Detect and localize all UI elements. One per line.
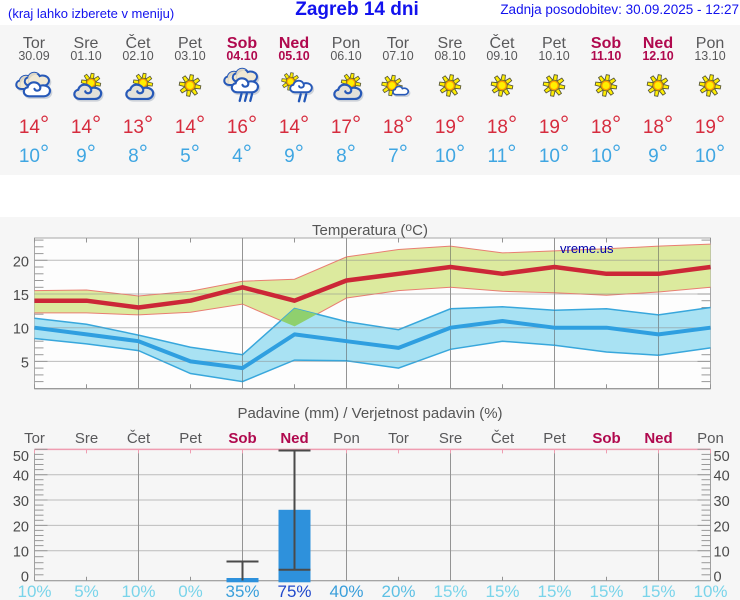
svg-text:Tor: Tor bbox=[24, 430, 45, 447]
svg-text:vreme.us: vreme.us bbox=[560, 241, 614, 256]
svg-text:Padavine (mm) / Verjetnost pad: Padavine (mm) / Verjetnost padavin (%) bbox=[237, 405, 502, 422]
svg-text:75%: 75% bbox=[277, 582, 311, 600]
svg-text:Pet: Pet bbox=[543, 430, 566, 447]
svg-text:15%: 15% bbox=[485, 582, 519, 600]
svg-text:Čet: Čet bbox=[491, 430, 515, 447]
svg-text:Ned: Ned bbox=[644, 430, 672, 447]
svg-text:Temperatura (oC): Temperatura (oC) bbox=[312, 220, 428, 239]
svg-text:15%: 15% bbox=[537, 582, 571, 600]
svg-text:50: 50 bbox=[714, 449, 730, 465]
svg-text:Tor: Tor bbox=[388, 430, 409, 447]
svg-text:Pon: Pon bbox=[333, 430, 360, 447]
svg-text:20: 20 bbox=[13, 254, 29, 270]
svg-text:Pet: Pet bbox=[179, 430, 202, 447]
svg-text:10: 10 bbox=[13, 322, 29, 338]
svg-text:5%: 5% bbox=[74, 582, 99, 600]
svg-text:Ned: Ned bbox=[280, 430, 308, 447]
svg-text:10%: 10% bbox=[693, 582, 727, 600]
svg-text:0: 0 bbox=[714, 569, 722, 585]
svg-text:5: 5 bbox=[21, 355, 29, 371]
svg-text:20%: 20% bbox=[381, 582, 415, 600]
svg-text:40%: 40% bbox=[329, 582, 363, 600]
svg-text:40: 40 bbox=[714, 469, 730, 485]
svg-text:Sob: Sob bbox=[592, 430, 620, 447]
svg-text:30: 30 bbox=[13, 494, 29, 510]
svg-text:10%: 10% bbox=[121, 582, 155, 600]
svg-text:0%: 0% bbox=[178, 582, 203, 600]
svg-text:15%: 15% bbox=[589, 582, 623, 600]
svg-text:20: 20 bbox=[714, 519, 730, 535]
svg-text:10%: 10% bbox=[17, 582, 51, 600]
svg-text:10: 10 bbox=[714, 545, 730, 561]
svg-text:Sre: Sre bbox=[439, 430, 462, 447]
svg-text:Sre: Sre bbox=[75, 430, 98, 447]
svg-text:15%: 15% bbox=[433, 582, 467, 600]
svg-text:20: 20 bbox=[13, 519, 29, 535]
svg-text:40: 40 bbox=[13, 469, 29, 485]
svg-text:15%: 15% bbox=[641, 582, 675, 600]
svg-text:Čet: Čet bbox=[127, 430, 151, 447]
svg-text:50: 50 bbox=[13, 449, 29, 465]
svg-text:15: 15 bbox=[13, 288, 29, 304]
svg-text:30: 30 bbox=[714, 494, 730, 510]
svg-text:0: 0 bbox=[21, 569, 29, 585]
svg-text:Sob: Sob bbox=[228, 430, 256, 447]
svg-text:10: 10 bbox=[13, 545, 29, 561]
svg-text:Pon: Pon bbox=[697, 430, 724, 447]
svg-text:35%: 35% bbox=[225, 582, 259, 600]
